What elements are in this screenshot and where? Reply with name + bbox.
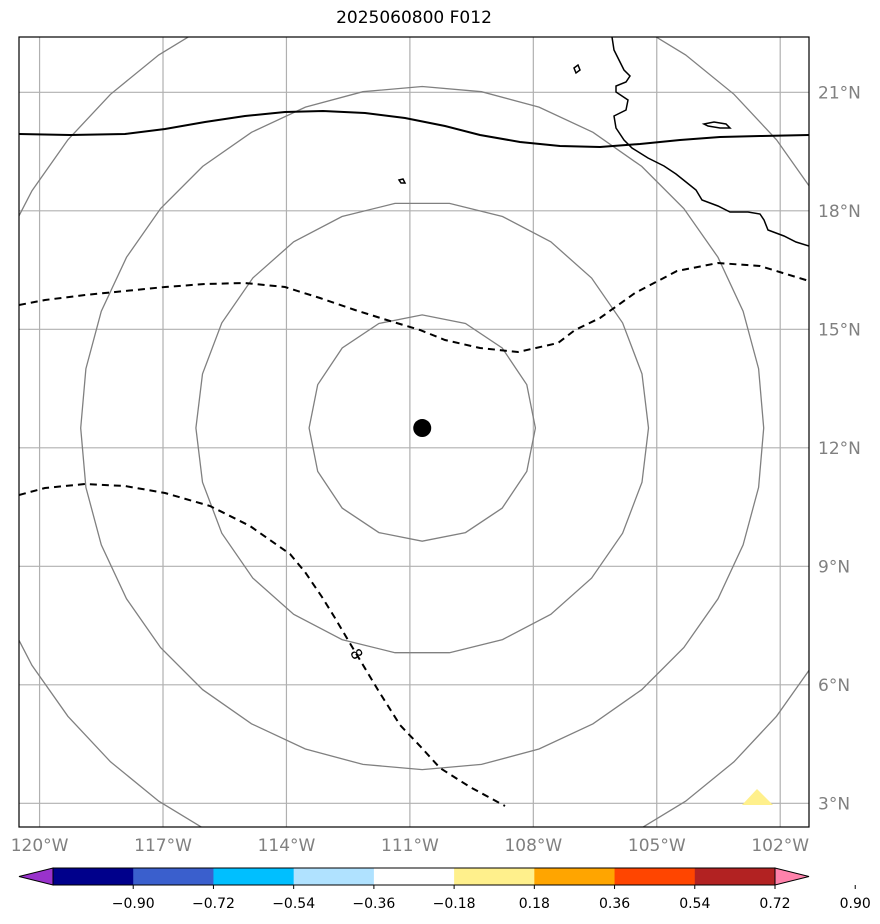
lon-tick-label: 108°W <box>504 836 562 856</box>
lon-tick-label: 120°W <box>11 836 69 856</box>
colorbar-segment <box>614 868 696 885</box>
lon-tick-label: 111°W <box>381 836 439 856</box>
colorbar: −0.90 −0.72 −0.54 −0.36 −0.18 0.18 0.36 0.54 0.7… <box>18 867 871 912</box>
colorbar-tick-label: −0.18 <box>433 896 476 912</box>
dashed-contour-lower <box>19 482 506 807</box>
island <box>397 178 407 184</box>
lat-tick-label: 12°N <box>818 439 861 459</box>
colorbar-segment <box>694 868 776 885</box>
lon-tick-label: 114°W <box>258 836 316 856</box>
colorbar-outline <box>52 867 776 886</box>
lon-tick-label: 117°W <box>134 836 192 856</box>
graticule <box>19 37 809 827</box>
coastline <box>611 37 809 247</box>
colorbar-segment <box>213 868 295 885</box>
colorbar-tick-label: 0.72 <box>759 896 790 912</box>
contour-label: 8 <box>346 646 366 663</box>
lat-tick-label: 9°N <box>818 557 850 577</box>
lat-tick-label: 21°N <box>818 83 861 103</box>
lat-tick-label: 3°N <box>818 794 850 814</box>
colorbar-extend-high <box>774 867 810 886</box>
storm-center-marker <box>413 419 432 438</box>
colorbar-segment <box>373 868 455 885</box>
colorbar-segment <box>293 868 375 885</box>
colorbar-segment <box>53 868 134 885</box>
island <box>701 121 732 129</box>
map-frame <box>18 36 810 828</box>
colorbar-tick-label: −0.72 <box>192 896 235 912</box>
colorbar-extend-low <box>18 867 54 886</box>
range-ring <box>19 37 809 827</box>
longitude-labels: 120°W 117°W 114°W 111°W 108°W 105°W 102°W <box>11 836 810 856</box>
island <box>573 63 581 75</box>
dashed-contour-upper <box>19 261 809 354</box>
colorbar-tick-label: −0.36 <box>352 896 395 912</box>
colorbar-tick-label: 0.90 <box>840 896 871 912</box>
solid-contour <box>19 109 809 149</box>
shaded-area <box>742 789 773 805</box>
colorbar-segment <box>133 868 214 885</box>
colorbar-tick-label: −0.90 <box>112 896 155 912</box>
colorbar-tick-label: 0.54 <box>679 896 710 912</box>
range-rings <box>19 37 809 827</box>
range-ring <box>80 85 765 771</box>
colorbar-segment <box>454 868 535 885</box>
lon-tick-label: 102°W <box>751 836 809 856</box>
range-ring <box>308 314 537 542</box>
lat-tick-label: 18°N <box>818 202 861 222</box>
latitude-labels: 3°N 6°N 9°N 12°N 15°N 18°N 21°N <box>818 83 861 814</box>
colorbar-segment <box>534 868 616 885</box>
colorbar-tick-label: 0.18 <box>519 896 550 912</box>
lat-tick-label: 6°N <box>818 676 850 696</box>
lat-tick-label: 15°N <box>818 320 861 340</box>
lon-tick-label: 105°W <box>628 836 686 856</box>
map-title: 2025060800 F012 <box>336 8 492 28</box>
map-features: 8 <box>19 37 809 807</box>
colorbar-tick-label: 0.36 <box>599 896 630 912</box>
range-ring <box>195 202 650 654</box>
colorbar-tick-label: −0.54 <box>272 896 315 912</box>
